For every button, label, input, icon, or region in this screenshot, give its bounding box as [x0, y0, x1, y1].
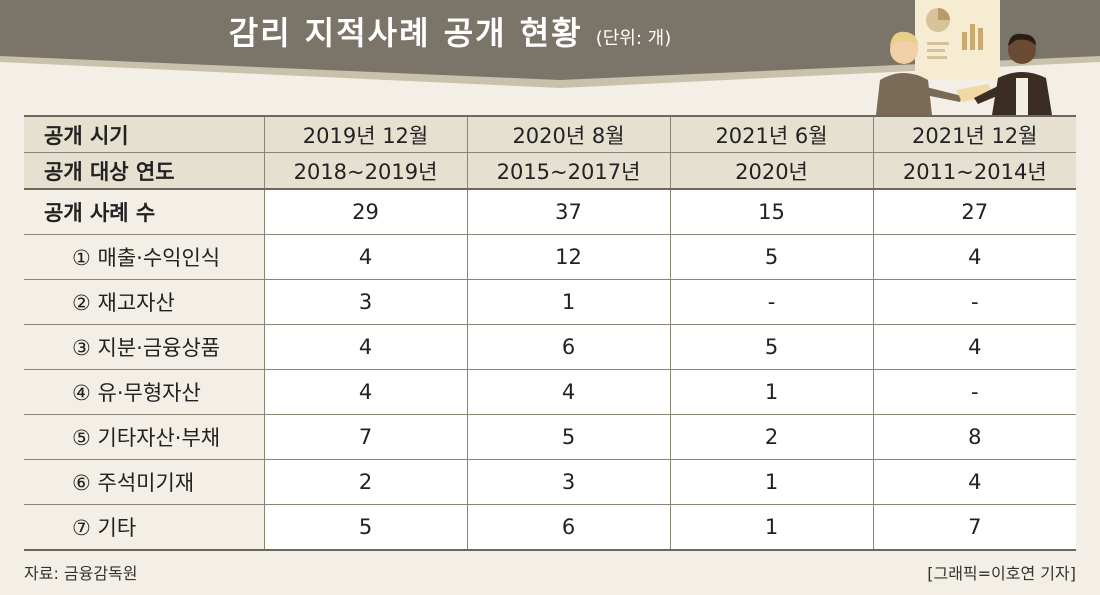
table-cell: 5 [670, 234, 874, 280]
table-cell: 2 [670, 414, 874, 460]
table-cell: 4 [873, 234, 1076, 280]
header-row-period: 공개 시기 2019년 12월 2020년 8월 2021년 6월 2021년 … [24, 115, 1076, 153]
header-cell: 2020년 [670, 152, 874, 190]
table-cell: 29 [264, 189, 468, 235]
table-cell: 4 [264, 324, 468, 370]
header-cell: 2021년 6월 [670, 115, 874, 153]
table-cell: 4 [264, 234, 468, 280]
table-cell: 3 [264, 279, 468, 325]
row-label: ① 매출·수익인식 [24, 234, 265, 280]
row-label: 공개 사례 수 [24, 189, 265, 235]
row-label: ⑥ 주석미기재 [24, 459, 265, 505]
unit-note: (단위: 개) [595, 28, 672, 49]
header-cell: 2018~2019년 [264, 152, 468, 190]
table-cell: 1 [670, 459, 874, 505]
row-label: ⑦ 기타 [24, 504, 265, 551]
table-cell: 12 [467, 234, 671, 280]
table-cell: 5 [670, 324, 874, 370]
table-cell: 2 [264, 459, 468, 505]
table-cell: 4 [873, 324, 1076, 370]
header-cell: 2019년 12월 [264, 115, 468, 153]
people-presentation-illustration [876, 0, 1052, 115]
row-label: ③ 지분·금융상품 [24, 324, 265, 370]
table-row-total: 공개 사례 수 29 37 15 27 [24, 189, 1076, 235]
row-label: 공개 대상 연도 [24, 152, 265, 190]
table-cell: 8 [873, 414, 1076, 460]
table-cell: 7 [873, 504, 1076, 551]
title-area: 감리 지적사례 공개 현황 (단위: 개) [0, 8, 900, 54]
table-cell: 1 [467, 279, 671, 325]
table-cell: 3 [467, 459, 671, 505]
table-row: ⑤ 기타자산·부채 7 5 2 8 [24, 414, 1076, 460]
table-row: ② 재고자산 3 1 - - [24, 279, 1076, 325]
header-cell: 2021년 12월 [873, 115, 1076, 153]
table-cell: - [670, 279, 874, 325]
table-cell: 7 [264, 414, 468, 460]
header-cell: 2015~2017년 [467, 152, 671, 190]
table-cell: - [873, 279, 1076, 325]
table-cell: 4 [873, 459, 1076, 505]
table-cell: 1 [670, 369, 874, 415]
table-cell: 6 [467, 324, 671, 370]
table-cell: 5 [467, 414, 671, 460]
table-cell: 6 [467, 504, 671, 551]
header-cell: 2020년 8월 [467, 115, 671, 153]
row-label: 공개 시기 [24, 115, 265, 153]
row-label: ④ 유·무형자산 [24, 369, 265, 415]
table-cell: 1 [670, 504, 874, 551]
table-row: ⑥ 주석미기재 2 3 1 4 [24, 459, 1076, 505]
chart-title: 감리 지적사례 공개 현황 [228, 14, 583, 52]
table-cell: 4 [467, 369, 671, 415]
table-cell: - [873, 369, 1076, 415]
data-table: 공개 시기 2019년 12월 2020년 8월 2021년 6월 2021년 … [24, 115, 1076, 551]
row-label: ② 재고자산 [24, 279, 265, 325]
header-row-target-year: 공개 대상 연도 2018~2019년 2015~2017년 2020년 201… [24, 152, 1076, 190]
table-cell: 37 [467, 189, 671, 235]
table-row: ① 매출·수익인식 4 12 5 4 [24, 234, 1076, 280]
table-row: ⑦ 기타 5 6 1 7 [24, 504, 1076, 551]
table-row: ③ 지분·금융상품 4 6 5 4 [24, 324, 1076, 370]
table-cell: 4 [264, 369, 468, 415]
source-note: 자료: 금융감독원 [24, 564, 138, 583]
title-banner [0, 0, 1100, 88]
table-cell: 5 [264, 504, 468, 551]
table-cell: 27 [873, 189, 1076, 235]
row-label: ⑤ 기타자산·부채 [24, 414, 265, 460]
graphic-credit: [그래픽=이호연 기자] [927, 564, 1076, 583]
table-cell: 15 [670, 189, 874, 235]
header-cell: 2011~2014년 [873, 152, 1076, 190]
table-row: ④ 유·무형자산 4 4 1 - [24, 369, 1076, 415]
